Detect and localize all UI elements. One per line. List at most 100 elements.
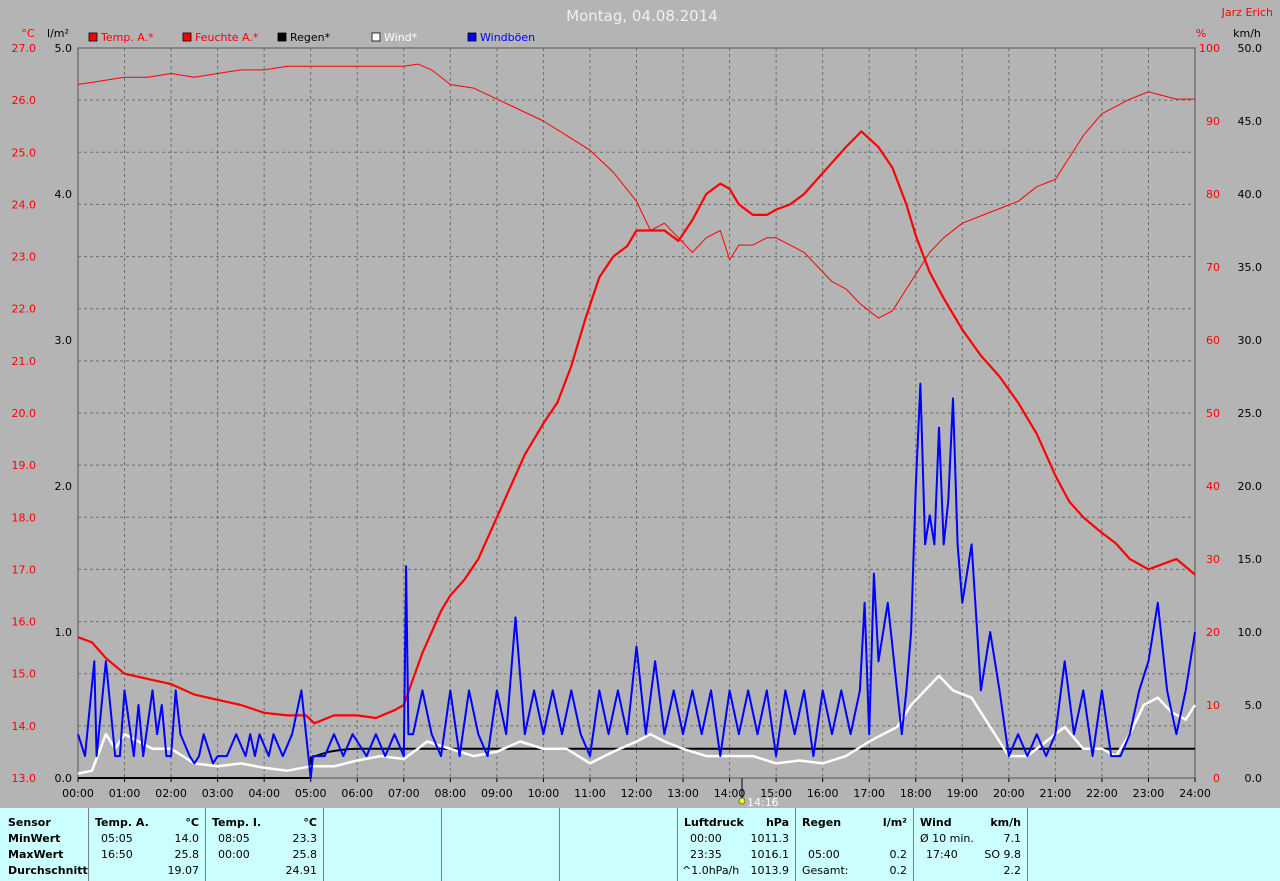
legend-label: Wind* bbox=[384, 31, 418, 44]
stats-wind-max-value: SO 9.8 bbox=[984, 848, 1021, 861]
legend-swatch bbox=[88, 32, 98, 42]
rain-tick-label: 0.0 bbox=[55, 772, 73, 785]
rain-tick-label: 2.0 bbox=[55, 480, 73, 493]
temp-tick-label: 20.0 bbox=[12, 407, 37, 420]
x-tick-label: 21:00 bbox=[1040, 787, 1072, 800]
wind-tick-label: 50.0 bbox=[1238, 42, 1263, 55]
humidity-tick-label: 80 bbox=[1206, 188, 1220, 201]
stats-pressure-trend: ^1.0hPa/h bbox=[682, 864, 740, 877]
stats-temp-i-min-time: 08:05 bbox=[218, 832, 250, 845]
wind-tick-label: 45.0 bbox=[1238, 115, 1263, 128]
wind-axis-unit: km/h bbox=[1233, 27, 1261, 40]
wind-tick-label: 20.0 bbox=[1238, 480, 1263, 493]
legend-label: Regen* bbox=[290, 31, 331, 44]
chart-series bbox=[77, 63, 1197, 779]
legend-label: Temp. A.* bbox=[100, 31, 154, 44]
temp-tick-label: 27.0 bbox=[12, 42, 37, 55]
stats-empty-column-3 bbox=[560, 808, 678, 881]
legend-swatch bbox=[182, 32, 192, 42]
stats-pressure-unit: hPa bbox=[765, 816, 789, 829]
rain-tick-label: 3.0 bbox=[55, 334, 73, 347]
stats-wind-unit: km/h bbox=[990, 816, 1021, 829]
humidity-tick-label: 70 bbox=[1206, 261, 1220, 274]
humidity-tick-label: 60 bbox=[1206, 334, 1220, 347]
temp-tick-label: 19.0 bbox=[12, 459, 37, 472]
stats-pressure-min-value: 1011.3 bbox=[750, 832, 790, 845]
x-tick-label: 20:00 bbox=[993, 787, 1025, 800]
stats-temp-i-avg: 24.91 bbox=[285, 864, 318, 877]
x-tick-label: 09:00 bbox=[481, 787, 513, 800]
stats-temp-a-min-time: 05:05 bbox=[101, 832, 133, 845]
x-tick-label: 00:00 bbox=[62, 787, 94, 800]
stats-temp-a-max-value: 25.8 bbox=[174, 848, 200, 861]
stats-pressure-min-time: 00:00 bbox=[690, 832, 722, 845]
stats-wind-avg10-label: Ø 10 min. bbox=[920, 832, 974, 845]
rain-tick-label: 4.0 bbox=[55, 188, 73, 201]
temp-tick-label: 16.0 bbox=[12, 616, 37, 629]
wind-tick-label: 40.0 bbox=[1238, 188, 1263, 201]
legend-label: Windböen bbox=[480, 31, 535, 44]
series-line bbox=[77, 130, 1196, 725]
temp-tick-label: 23.0 bbox=[12, 251, 37, 264]
stats-sensor-column: Sensor MinWert MaxWert Durchschnitt bbox=[0, 808, 89, 881]
x-tick-label: 14:00 bbox=[714, 787, 746, 800]
x-tick-label: 22:00 bbox=[1086, 787, 1118, 800]
stats-temp-i-max-time: 00:00 bbox=[218, 848, 250, 861]
temp-tick-label: 13.0 bbox=[12, 772, 37, 785]
stats-temp-a-max-time: 16:50 bbox=[101, 848, 133, 861]
wind-tick-label: 30.0 bbox=[1238, 334, 1263, 347]
stats-pressure-avg: 1013.9 bbox=[750, 864, 790, 877]
stats-empty-column-2 bbox=[442, 808, 560, 881]
stats-rain-header: Regen bbox=[802, 816, 842, 829]
stats-temp-a-avg: 19.07 bbox=[167, 864, 200, 877]
x-tick-label: 04:00 bbox=[248, 787, 280, 800]
x-tick-label: 02:00 bbox=[155, 787, 187, 800]
x-tick-label: 11:00 bbox=[574, 787, 606, 800]
stats-temp-a-column: Temp. A. °C 05:05 14.0 16:50 25.8 19.07 bbox=[89, 808, 206, 881]
stats-rain-total-label: Gesamt: bbox=[802, 864, 849, 877]
legend-swatch bbox=[277, 32, 287, 42]
x-tick-label: 16:00 bbox=[807, 787, 839, 800]
chart-axes: 00:00 01:00 02:00 03:00 04:00 05:00 06:00 07:00… bbox=[12, 42, 1263, 800]
x-tick-label: 17:00 bbox=[853, 787, 885, 800]
x-tick-label: 10:00 bbox=[528, 787, 560, 800]
stats-temp-i-max-value: 25.8 bbox=[292, 848, 318, 861]
stats-rain-column: Regen l/m² 05:00 0.2 Gesamt: 0.2 bbox=[796, 808, 914, 881]
stats-rain-unit: l/m² bbox=[882, 816, 907, 829]
x-tick-label: 23:00 bbox=[1133, 787, 1165, 800]
temp-tick-label: 18.0 bbox=[12, 511, 37, 524]
marker-label: 14:16 bbox=[747, 796, 779, 808]
stats-rain-max-value: 0.2 bbox=[889, 848, 908, 861]
rain-tick-label: 5.0 bbox=[55, 42, 73, 55]
wind-tick-label: 35.0 bbox=[1238, 261, 1263, 274]
x-tick-label: 01:00 bbox=[109, 787, 141, 800]
stats-temp-i-unit: °C bbox=[303, 816, 317, 829]
stats-temp-i-min-value: 23.3 bbox=[292, 832, 318, 845]
wind-tick-label: 25.0 bbox=[1238, 407, 1263, 420]
legend-swatch bbox=[371, 32, 381, 42]
stats-pressure-header: Luftdruck bbox=[684, 816, 744, 829]
stats-rain-total-value: 0.2 bbox=[889, 864, 908, 877]
x-tick-label: 08:00 bbox=[434, 787, 466, 800]
wind-tick-label: 15.0 bbox=[1238, 553, 1263, 566]
x-tick-label: 03:00 bbox=[202, 787, 234, 800]
stats-temp-i-header: Temp. I. bbox=[212, 816, 262, 829]
temp-tick-label: 15.0 bbox=[12, 668, 37, 681]
rain-axis-unit: l/m² bbox=[47, 27, 69, 40]
series-line bbox=[77, 382, 1196, 779]
stats-panel: Sensor MinWert MaxWert Durchschnitt Temp… bbox=[0, 808, 1280, 881]
stats-empty-column-1 bbox=[324, 808, 442, 881]
stats-row-max-label: MaxWert bbox=[8, 848, 64, 861]
humidity-tick-label: 0 bbox=[1213, 772, 1220, 785]
humidity-axis-unit: % bbox=[1196, 27, 1206, 40]
stats-wind-avg-value: 2.2 bbox=[1003, 864, 1022, 877]
temp-tick-label: 24.0 bbox=[12, 198, 37, 211]
temp-tick-label: 21.0 bbox=[12, 355, 37, 368]
stats-row-avg-label: Durchschnitt bbox=[8, 864, 88, 877]
chart-title: Montag, 04.08.2014 bbox=[566, 7, 718, 25]
x-tick-label: 13:00 bbox=[667, 787, 699, 800]
x-tick-label: 07:00 bbox=[388, 787, 420, 800]
wind-tick-label: 10.0 bbox=[1238, 626, 1263, 639]
stats-wind-avg10-value: 7.1 bbox=[1003, 832, 1022, 845]
temp-tick-label: 22.0 bbox=[12, 303, 37, 316]
